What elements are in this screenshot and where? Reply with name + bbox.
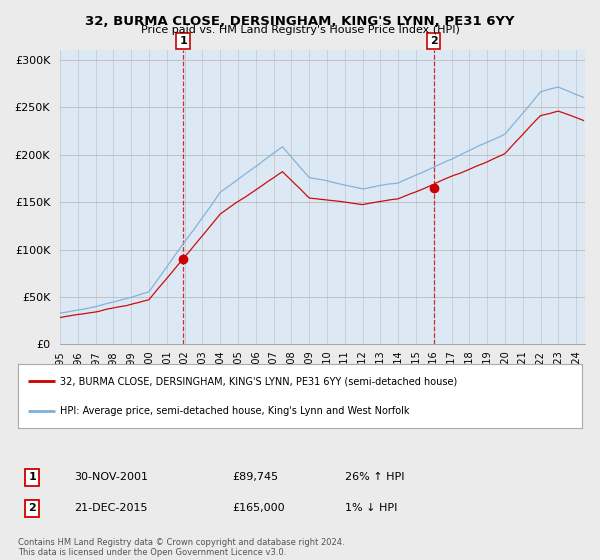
Text: 2: 2 (28, 503, 36, 513)
Text: 2: 2 (430, 36, 437, 46)
Text: 21-DEC-2015: 21-DEC-2015 (74, 503, 148, 513)
Text: HPI: Average price, semi-detached house, King's Lynn and West Norfolk: HPI: Average price, semi-detached house,… (60, 406, 410, 416)
Text: 1: 1 (28, 473, 36, 482)
Text: 1: 1 (179, 36, 187, 46)
Text: £89,745: £89,745 (232, 473, 278, 482)
Text: Contains HM Land Registry data © Crown copyright and database right 2024.
This d: Contains HM Land Registry data © Crown c… (18, 538, 344, 557)
Text: 26% ↑ HPI: 26% ↑ HPI (345, 473, 404, 482)
Text: 32, BURMA CLOSE, DERSINGHAM, KING'S LYNN, PE31 6YY (semi-detached house): 32, BURMA CLOSE, DERSINGHAM, KING'S LYNN… (60, 376, 458, 386)
Text: 32, BURMA CLOSE, DERSINGHAM, KING'S LYNN, PE31 6YY: 32, BURMA CLOSE, DERSINGHAM, KING'S LYNN… (85, 15, 515, 27)
Text: 30-NOV-2001: 30-NOV-2001 (74, 473, 148, 482)
Text: 1% ↓ HPI: 1% ↓ HPI (345, 503, 397, 513)
Text: Price paid vs. HM Land Registry's House Price Index (HPI): Price paid vs. HM Land Registry's House … (140, 25, 460, 35)
Text: £165,000: £165,000 (232, 503, 285, 513)
